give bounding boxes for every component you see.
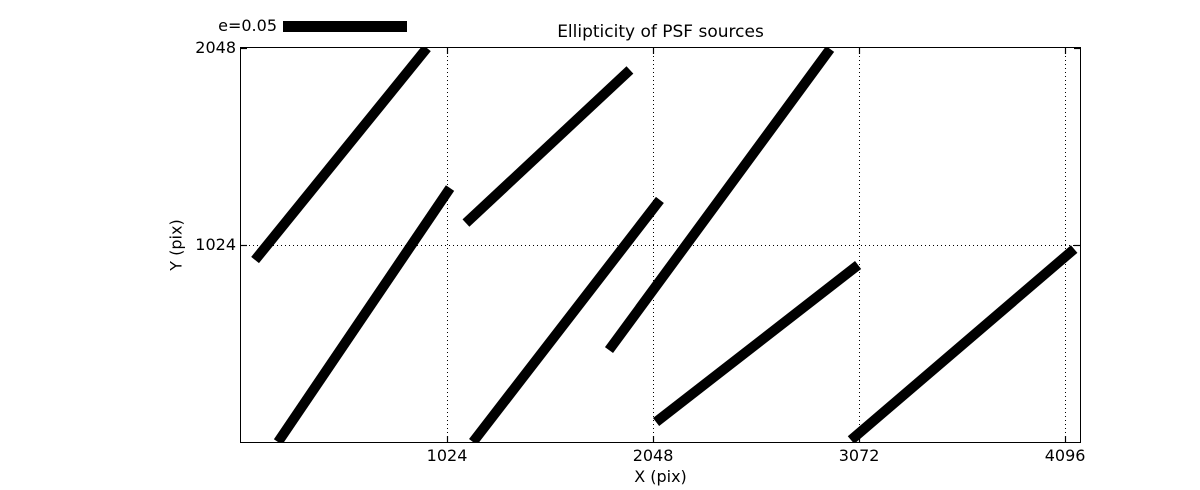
y-tick-label: 1024 [195,235,236,254]
plot-canvas [241,48,1080,442]
x-tick-label: 3072 [838,446,880,465]
legend-label: e=0.05 [218,16,277,35]
ellipticity-stick [273,185,455,442]
ellipticity-stick [469,196,664,442]
ellipticity-stick [847,245,1078,442]
ellipticity-stick [462,66,634,227]
ellipticity-stick [653,261,862,426]
x-axis-label: X (pix) [634,467,687,486]
x-tick-label: 4096 [1044,446,1086,465]
ellipticity-stick [251,48,431,264]
figure-title: Ellipticity of PSF sources [557,22,764,42]
legend-sample-bar [283,21,407,32]
x-tick-label: 1024 [426,446,468,465]
plot-area [240,47,1081,443]
x-tick-label: 2048 [632,446,674,465]
y-tick-label: 2048 [195,38,236,57]
ellipticity-stick [604,48,835,354]
